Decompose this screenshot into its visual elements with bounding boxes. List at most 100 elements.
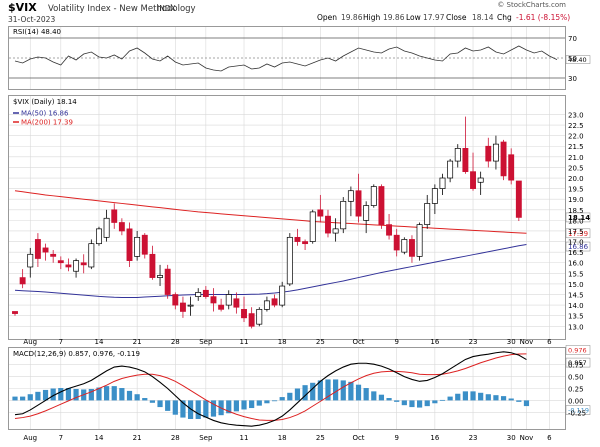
histogram-bar (485, 394, 491, 401)
price-tick-label: 13.0 (568, 323, 584, 331)
histogram-bar (447, 396, 453, 401)
candle-body (126, 228, 133, 261)
rsi-plot: 48.40 (9, 37, 591, 79)
exchange-label: INDX (157, 4, 176, 13)
histogram-bar (355, 384, 362, 401)
candle-body (80, 262, 87, 266)
histogram-bar (493, 395, 499, 401)
histogram-bar (516, 400, 522, 402)
price-tick-label: 15.0 (568, 281, 584, 289)
ma200-last-badge: 17.39 (568, 230, 588, 238)
open-value: 19.86 (341, 13, 363, 22)
x-tick-label: 9 (394, 338, 398, 346)
candle-body (401, 239, 408, 253)
x-tick-label: 6 (547, 434, 552, 442)
candle-body (12, 311, 18, 314)
price-tick-label: 18.5 (568, 207, 584, 215)
x-tick-label: 16 (430, 434, 439, 442)
candle-body (179, 302, 186, 312)
candle-body (172, 294, 179, 306)
price-tick-label: 21.5 (568, 143, 584, 151)
x-tick-label: 25 (316, 338, 325, 346)
candle-body (416, 224, 423, 257)
x-tick-label: 11 (240, 434, 249, 442)
candle-body (302, 241, 309, 245)
candle-body (57, 260, 64, 264)
x-tick-label: 21 (133, 338, 142, 346)
histogram-bar (455, 393, 461, 401)
x-tick-label: Nov (520, 434, 534, 442)
x-tick-label: Aug (23, 434, 37, 442)
candle-body (294, 236, 301, 242)
candle-body (271, 298, 278, 306)
histogram-bar (340, 380, 346, 401)
low-value: 17.97 (423, 13, 445, 22)
histogram-bar (325, 379, 331, 401)
price-tick-label: 19.5 (568, 186, 584, 194)
x-tick-label: 7 (59, 434, 63, 442)
price-plot: 18.14 17.39 16.86 (12, 116, 591, 329)
histogram-bar (523, 400, 530, 407)
candle-body (286, 236, 293, 285)
candle-body (347, 190, 354, 202)
histogram-bar (203, 400, 209, 418)
histogram-bar (241, 400, 247, 410)
rsi-legend-text: RSI(14) 48.40 (13, 28, 61, 36)
rsi-legend: RSI(14) 48.40 (13, 28, 61, 36)
x-tick-label: 18 (278, 434, 287, 442)
candle-body (195, 292, 202, 297)
histogram-bar (363, 388, 369, 401)
rsi-line (14, 45, 558, 72)
price-tick-label: 16.5 (568, 249, 584, 257)
price-tick-label: 14.5 (568, 292, 584, 300)
price-tick-label: 22.5 (568, 122, 584, 130)
histogram-bar (149, 400, 156, 403)
histogram-bar (264, 400, 270, 404)
x-tick-label: 14 (95, 434, 104, 442)
histogram-bar (500, 396, 507, 401)
x-tick-label: 14 (95, 338, 104, 346)
candle-body (202, 289, 209, 297)
candle-body (34, 239, 41, 259)
histogram-bar (478, 392, 484, 401)
price-tick-label: 23.0 (568, 111, 584, 119)
candle-body (309, 211, 316, 242)
candle-body (263, 300, 270, 310)
ma50-legend-text: MA(50) 16.86 (21, 110, 69, 118)
x-tick-label: 25 (316, 434, 325, 442)
x-tick-label: Sep (199, 338, 213, 346)
candle-body (248, 313, 255, 327)
candle-body (27, 253, 34, 268)
x-tick-label: Oct (352, 434, 364, 442)
low-label: Low (406, 13, 421, 22)
histogram-bar (27, 394, 33, 401)
histogram-bar (249, 400, 255, 409)
ma50-last-badge-box (565, 241, 591, 252)
chart-date: 31-Oct-2023 (8, 15, 55, 24)
price-last-badge-box (565, 212, 591, 223)
histogram-bar (348, 381, 354, 401)
candle-body (370, 186, 377, 206)
rsi-last-label: 48.40 (568, 56, 587, 64)
histogram-bar (409, 400, 415, 408)
histogram-bar (20, 396, 26, 401)
rsi-tick-label: 70 (568, 35, 577, 43)
histogram-bar (126, 390, 133, 401)
ma200-line (14, 190, 527, 234)
price-tick-label: 20.0 (568, 175, 584, 183)
x-tick-label: Sep (199, 434, 213, 442)
security-name: Volatility Index - New Methodology (48, 4, 196, 14)
x-tick-label: 6 (547, 338, 552, 346)
x-tick-label: Aug (23, 338, 37, 346)
candle-body (500, 141, 507, 177)
chg-label: Chg (497, 13, 512, 22)
x-tick-label: Nov (520, 338, 534, 346)
candle-body (141, 234, 148, 255)
candle-body (409, 239, 415, 257)
candle-body (73, 260, 80, 272)
price-tick-label: 13.5 (568, 313, 584, 321)
candle-body (378, 186, 385, 225)
price-tick-label: 17.0 (568, 239, 584, 247)
histogram-bar (378, 394, 385, 401)
candle-body (485, 145, 492, 162)
